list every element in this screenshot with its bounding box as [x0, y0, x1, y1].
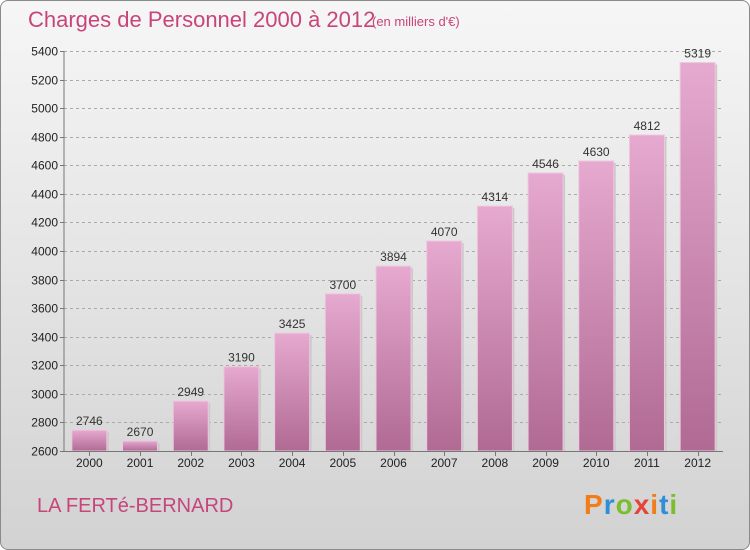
bar	[628, 134, 665, 452]
x-tick-label: 2009	[532, 456, 559, 470]
y-tick-label: 5200	[31, 74, 58, 88]
bar	[274, 332, 311, 452]
logo-letter: o	[615, 489, 634, 520]
x-tick-label: 2006	[380, 456, 407, 470]
logo-letter: i	[669, 489, 679, 520]
y-tick-label: 4600	[31, 159, 58, 173]
y-tick-label: 4400	[31, 188, 58, 202]
x-tick-label: 2011	[634, 456, 660, 470]
x-tick-label: 2003	[228, 456, 255, 470]
x-tick-label: 2000	[76, 456, 103, 470]
bar	[223, 366, 260, 452]
x-tick-label: 2005	[329, 456, 356, 470]
logo-letter: r	[603, 489, 616, 520]
bar	[324, 293, 361, 452]
bar	[71, 429, 108, 452]
x-tick-label: 2004	[279, 456, 306, 470]
y-tick-label: 3800	[31, 274, 58, 288]
bars: 2746 2670 2949 3190 3425 3700 3894 4070 4314 4546…	[71, 47, 718, 452]
bar-value-label: 2670	[127, 425, 154, 439]
bar-value-label: 4630	[583, 145, 610, 159]
y-tick-label: 3200	[31, 359, 58, 373]
bar	[476, 205, 513, 452]
y-tick-label: 4200	[31, 216, 58, 230]
x-tick-label: 2008	[482, 456, 509, 470]
y-tick-label: 2800	[31, 416, 58, 430]
x-tick-label: 2012	[684, 456, 711, 470]
bar	[122, 440, 159, 452]
bar	[578, 160, 615, 452]
logo-letter: t	[659, 489, 670, 520]
bar-value-label: 3700	[329, 278, 356, 292]
x-axis: 2000 2001 2002 2003 2004 2005 2006 2007 2008 2009…	[64, 451, 723, 470]
y-tick-label: 2600	[31, 445, 58, 459]
y-tick-label: 4000	[31, 245, 58, 259]
bar-value-label: 3894	[380, 250, 407, 264]
bar	[426, 240, 463, 452]
logo-letter: P	[584, 489, 604, 520]
x-tick-label: 2010	[583, 456, 610, 470]
bar-value-label: 3425	[279, 317, 306, 331]
bar-value-label: 4546	[532, 157, 559, 171]
x-tick-label: 2002	[177, 456, 204, 470]
y-tick-label: 4800	[31, 131, 58, 145]
x-tick-label: 2001	[127, 456, 154, 470]
logo-letter: x	[633, 489, 651, 520]
bar-value-label: 2949	[177, 385, 204, 399]
y-axis: 2600 2800 3000 3200 3400 3600 3800 4000 4200 4400…	[31, 45, 65, 459]
commune-name: LA FERTé-BERNARD	[37, 495, 234, 517]
x-tick-label: 2007	[431, 456, 458, 470]
y-tick-label: 5000	[31, 102, 58, 116]
bar-value-label: 4314	[482, 190, 509, 204]
bar-value-label: 3190	[228, 351, 255, 365]
bar-value-label: 5319	[684, 47, 711, 61]
bar	[172, 400, 209, 452]
proxiti-logo: Proxiti	[584, 489, 678, 521]
y-tick-label: 3400	[31, 331, 58, 345]
y-tick-label: 5400	[31, 45, 58, 59]
bar-value-label: 4812	[634, 119, 661, 133]
logo-letter: i	[650, 489, 660, 520]
bar	[375, 265, 412, 452]
bar-value-label: 4070	[431, 225, 458, 239]
bar	[679, 62, 716, 452]
chart-subtitle: (en milliers d'€)	[372, 14, 460, 29]
bar	[527, 172, 564, 452]
bar-value-label: 2746	[76, 414, 103, 428]
y-tick-label: 3600	[31, 302, 58, 316]
y-tick-label: 3000	[31, 388, 58, 402]
chart-title: Charges de Personnel 2000 à 2012	[28, 7, 376, 32]
